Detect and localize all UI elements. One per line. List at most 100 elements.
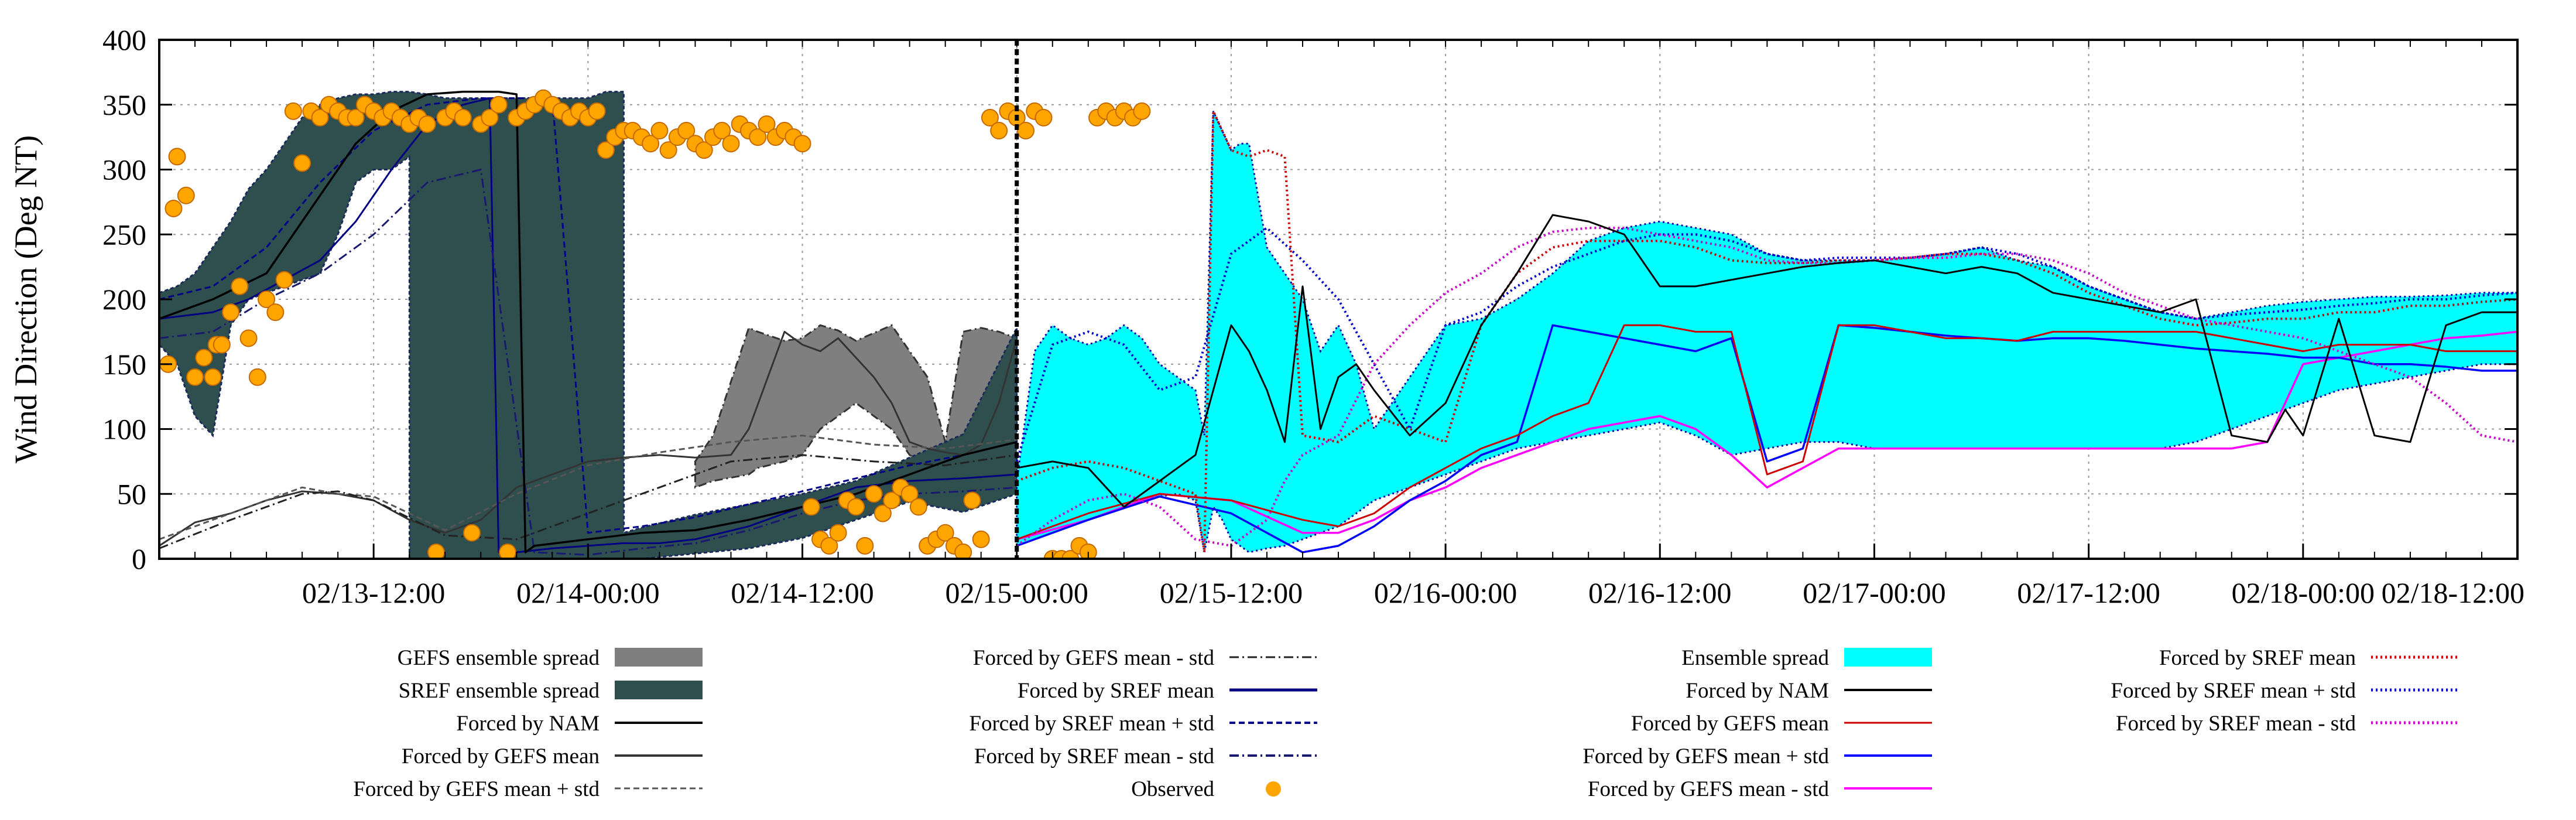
hindcast-gefs-mean-plus-std-line <box>159 435 1017 541</box>
observed-point <box>418 115 436 133</box>
legend-swatch <box>1844 648 1932 667</box>
observed-point <box>347 108 365 127</box>
y-tick-label: 200 <box>102 283 146 316</box>
legend-label: Forced by GEFS mean + std <box>1582 744 1829 768</box>
observed-point <box>758 115 776 133</box>
observed-point <box>659 141 677 159</box>
observed-point <box>847 498 865 516</box>
legend-label: Forced by SREF mean <box>2159 646 2356 670</box>
y-tick-label: 150 <box>102 348 146 381</box>
axes: 0 50 100 150 200 250 300 350 400 02/13-12:00 02/14… <box>102 23 2524 609</box>
x-tick-label: 02/17-12:00 <box>2017 576 2160 609</box>
observed-point <box>177 186 195 204</box>
observed-point <box>865 485 883 503</box>
legend: GEFS ensemble spread SREF ensemble spread… <box>353 646 2459 801</box>
legend-label: GEFS ensemble spread <box>398 646 600 670</box>
y-tick-label: 300 <box>102 153 146 186</box>
sref-ensemble-spread-band <box>159 91 1018 559</box>
y-tick-label: 250 <box>102 218 146 251</box>
legend-label: Ensemble spread <box>1681 646 1829 670</box>
x-tick-label: 02/16-00:00 <box>1374 576 1517 609</box>
observed-point <box>695 141 713 159</box>
forecast-ensemble-spread-band <box>1016 111 2517 554</box>
observed-points <box>159 89 1151 559</box>
observed-point <box>981 108 999 127</box>
series-layer <box>159 90 2517 559</box>
observed-point <box>311 108 329 127</box>
legend-label: Forced by SREF mean <box>1018 679 1214 703</box>
legend-label: Forced by GEFS mean - std <box>1588 777 1830 801</box>
x-tick-label: 02/14-12:00 <box>731 576 873 609</box>
observed-point <box>1079 543 1097 559</box>
observed-point <box>829 524 847 542</box>
x-tick-label: 02/15-00:00 <box>946 576 1088 609</box>
observed-point <box>650 122 669 140</box>
observed-point <box>258 291 276 308</box>
legend-label: SREF ensemble spread <box>399 679 600 703</box>
observed-point <box>793 135 811 153</box>
observed-point <box>499 543 517 559</box>
observed-point <box>936 524 954 542</box>
observed-point <box>588 102 606 120</box>
legend-label: Forced by NAM <box>1686 679 1829 703</box>
x-tick-label: 02/13-12:00 <box>302 576 445 609</box>
observed-point <box>213 336 231 354</box>
observed-point <box>168 148 186 166</box>
y-tick-label: 100 <box>102 413 146 446</box>
x-tick-label: 02/18-12:00 <box>2382 576 2524 609</box>
observed-point <box>713 122 731 140</box>
hindcast-nam-line <box>159 90 1018 554</box>
observed-point <box>954 543 972 559</box>
observed-point <box>489 95 508 114</box>
observed-point <box>963 491 981 510</box>
observed-point <box>204 368 222 386</box>
legend-marker <box>1266 781 1281 797</box>
observed-point <box>990 122 1008 140</box>
observed-point <box>749 128 767 146</box>
legend-label: Forced by NAM <box>456 712 600 736</box>
observed-point <box>972 530 990 548</box>
observed-point <box>266 303 285 322</box>
x-tick-label: 02/16-12:00 <box>1588 576 1731 609</box>
x-tick-label: 02/17-00:00 <box>1803 576 1945 609</box>
forecast-gefs-mean-line <box>1016 324 2517 541</box>
legend-label: Forced by GEFS mean <box>402 744 600 768</box>
observed-point <box>186 368 204 386</box>
observed-point <box>222 303 240 322</box>
observed-point <box>165 199 183 217</box>
observed-point <box>248 368 266 386</box>
legend-label: Forced by SREF mean + std <box>969 712 1214 736</box>
legend-label: Forced by GEFS mean + std <box>353 777 600 801</box>
legend-label: Forced by SREF mean - std <box>2116 712 2356 736</box>
y-tick-label: 350 <box>102 88 146 121</box>
legend-label: Forced by SREF mean + std <box>2111 679 2356 703</box>
observed-point <box>1016 122 1034 140</box>
observed-point <box>463 524 481 542</box>
observed-point <box>873 504 892 522</box>
forecast-gefs-mean-minus-std-line <box>1016 330 2517 541</box>
legend-label: Forced by GEFS mean <box>1631 712 1829 736</box>
hindcast-gefs-mean-minus-std-line <box>159 454 1017 549</box>
observed-point <box>856 537 874 555</box>
observed-point <box>481 108 499 127</box>
observed-point <box>820 537 838 555</box>
observed-point <box>239 329 258 347</box>
y-tick-label: 50 <box>117 477 146 510</box>
y-tick-label: 400 <box>102 23 146 56</box>
observed-point <box>597 141 615 159</box>
observed-point <box>722 135 740 153</box>
x-tick-label: 02/18-00:00 <box>2232 576 2375 609</box>
legend-swatch <box>615 648 703 667</box>
x-tick-label: 02/15-12:00 <box>1160 576 1303 609</box>
y-axis-label: Wind Direction (Deg NT) <box>8 135 43 463</box>
observed-point <box>1034 108 1053 127</box>
observed-point <box>802 498 820 516</box>
observed-point <box>293 154 311 172</box>
legend-label: Forced by GEFS mean - std <box>973 646 1215 670</box>
observed-point <box>427 543 445 559</box>
observed-point <box>677 122 696 140</box>
observed-point <box>909 498 927 516</box>
observed-point <box>642 135 660 153</box>
observed-point <box>1133 102 1151 120</box>
